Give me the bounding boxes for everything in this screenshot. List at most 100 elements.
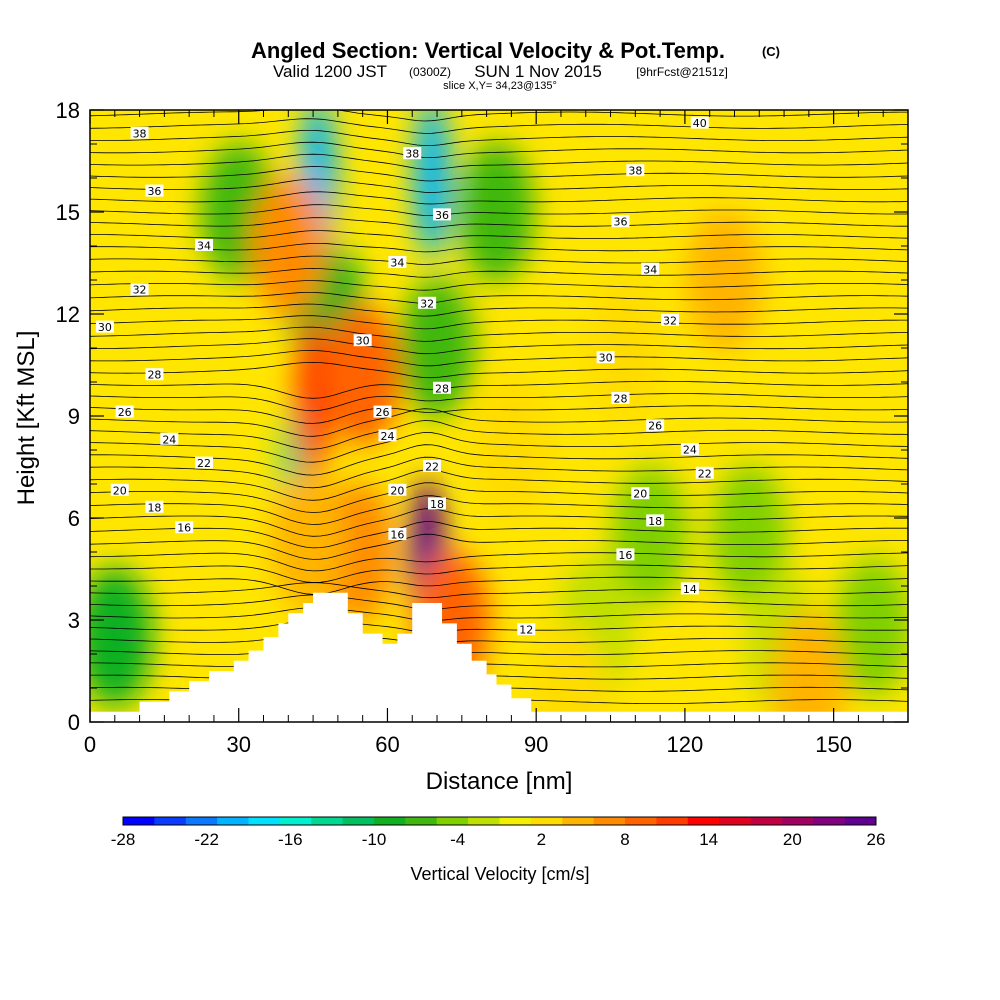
colorbar-swatch [813,817,845,825]
colorbar-tick-label: 26 [867,830,886,849]
colorbar-swatch [468,817,500,825]
x-tick-label: 150 [815,732,852,757]
isentrope-label: 34 [643,263,657,276]
y-tick-label: 18 [56,98,80,123]
colorbar-swatch [751,817,783,825]
isentrope-label: 38 [133,127,147,140]
isentrope-label: 38 [628,165,642,178]
velocity-feature-23 [771,611,847,751]
valid-date: SUN 1 Nov 2015 [474,62,602,81]
isentrope-label: 28 [613,393,627,406]
isentrope-label: 20 [633,488,647,501]
isentrope-label: 26 [118,406,132,419]
colorbar-swatch [154,817,186,825]
isentrope-label: 36 [147,185,161,198]
colorbar-swatch [500,817,532,825]
x-axis-label: Distance [nm] [426,768,573,795]
colorbar-tick-label: 20 [783,830,802,849]
slice-info: slice X,Y= 34,23@135° [443,80,557,92]
isentrope-label: 16 [177,522,191,535]
valid-zulu: (0300Z) [409,65,451,79]
colorbar [123,817,877,825]
isentrope-label: 22 [698,467,712,480]
isentrope-label: 14 [683,583,697,596]
velocity-feature-22 [473,380,549,520]
isentrope-label: 24 [683,444,697,457]
colorbar-tick-label: -10 [362,830,387,849]
colorbar-swatch [688,817,720,825]
x-tick-label: 120 [667,732,704,757]
isentrope-label: 38 [405,148,419,161]
velocity-feature-14 [295,319,331,479]
isentrope-label: 18 [147,501,161,514]
colorbar-tick-label: 8 [620,830,629,849]
y-tick-label: 0 [68,710,80,735]
isentrope-label: 34 [197,240,211,253]
y-tick-label: 3 [68,608,80,633]
colorbar-tick-label: -16 [278,830,303,849]
y-tick-label: 12 [56,302,80,327]
isentrope-label: 28 [147,369,161,382]
x-tick-label: 0 [84,732,96,757]
velocity-feature-18 [270,472,346,612]
velocity-feature-4 [399,278,475,418]
isentrope-label: 26 [375,406,389,419]
isentrope-label: 30 [599,352,613,365]
colorbar-swatch [656,817,688,825]
isentrope-label: 30 [98,321,112,334]
velocity-feature-20 [687,210,763,350]
chart-title: Angled Section: Vertical Velocity & Pot.… [251,38,725,63]
colorbar-swatch [594,817,626,825]
x-tick-label: 30 [226,732,250,757]
velocity-feature-7 [77,567,153,707]
isentrope-label: 22 [425,461,439,474]
isentrope-label: 40 [693,117,707,130]
isentrope-label: 12 [519,624,533,637]
colorbar-swatch [374,817,406,825]
y-axis-label: Height [Kft MSL] [13,331,40,506]
isentrope-label: 16 [618,549,632,562]
cross-section-chart: Angled Section: Vertical Velocity & Pot.… [0,0,1000,1000]
isentrope-label: 18 [648,515,662,528]
colorbar-swatch [405,817,437,825]
colorbar-swatch [249,817,281,825]
isentrope-label: 34 [390,257,404,270]
isentrope-label: 36 [435,209,449,222]
colorbar-swatch [719,817,751,825]
y-tick-label: 6 [68,506,80,531]
colorbar-swatch [531,817,563,825]
valid-time: Valid 1200 JST [273,62,387,81]
colorbar-swatch [186,817,218,825]
colorbar-swatch [311,817,343,825]
y-tick-label: 15 [56,200,80,225]
isentrope-label: 24 [162,433,176,446]
colorbar-tick-label: 14 [699,830,718,849]
x-tick-label: 60 [375,732,399,757]
colorbar-tick-label: -28 [111,830,136,849]
isentrope-label: 32 [420,297,434,310]
velocity-feature-1 [414,98,450,258]
colorbar-tick-label: 2 [537,830,546,849]
isentrope-label: 26 [648,420,662,433]
velocity-feature-5 [459,142,535,282]
colorbar-swatch [280,817,312,825]
isentrope-label: 32 [663,314,677,327]
isentrope-label: 20 [113,484,127,497]
colorbar-swatch [782,817,814,825]
isentrope-label: 36 [613,216,627,229]
isentrope-label: 24 [380,430,394,443]
colorbar-swatch [437,817,469,825]
colorbar-tick-label: -4 [450,830,465,849]
forecast-info: [9hrFcst@2151z] [636,65,728,79]
isentrope-label: 18 [430,498,444,511]
isentrope-label: 30 [356,335,370,348]
isentrope-label: 32 [133,284,147,297]
y-tick-label: 9 [68,404,80,429]
isentrope-label: 16 [390,529,404,542]
isentrope-label: 28 [435,382,449,395]
isentrope-label: 20 [390,484,404,497]
colorbar-swatch [845,817,877,825]
colorbar-swatch [343,817,375,825]
colorbar-swatch [217,817,249,825]
colorbar-swatch [123,817,155,825]
